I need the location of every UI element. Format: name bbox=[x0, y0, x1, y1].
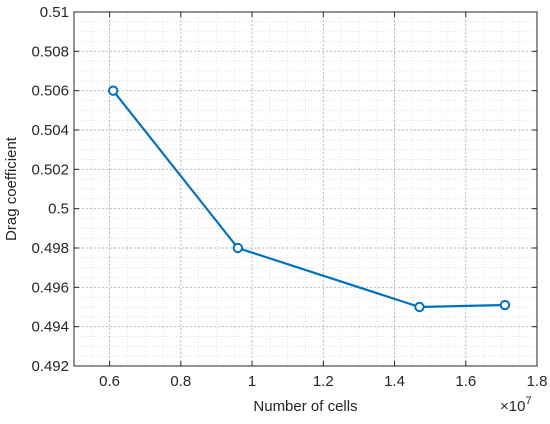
data-point-marker bbox=[107, 85, 119, 96]
x-tick-label: 1.2 bbox=[313, 373, 334, 390]
data-point-marker bbox=[232, 242, 244, 254]
x-tick-label: 1.8 bbox=[527, 373, 548, 390]
x-tick-label: 0.6 bbox=[99, 373, 120, 390]
x-tick-label: 1 bbox=[248, 373, 256, 390]
y-tick-label: 0.504 bbox=[31, 122, 69, 139]
y-tick-label: 0.506 bbox=[31, 83, 69, 100]
y-tick-label: 0.502 bbox=[31, 161, 69, 178]
x-axis-label: Number of cells bbox=[253, 398, 357, 415]
axis-ticks bbox=[74, 11, 538, 367]
data-point-marker bbox=[414, 301, 425, 313]
y-tick-label: 0.498 bbox=[31, 240, 69, 257]
y-tick-label: 0.5 bbox=[48, 201, 69, 218]
y-tick-label: 0.492 bbox=[31, 358, 69, 375]
data-point-marker bbox=[499, 299, 511, 311]
x-tick-label: 1.4 bbox=[384, 373, 405, 390]
x-tick-label: 0.8 bbox=[170, 373, 191, 390]
x-tick-label: 1.6 bbox=[455, 373, 476, 390]
x-tick-labels: 0.6 0.8 1 1.2 1.4 1.6 1.8 bbox=[99, 373, 547, 390]
y-tick-label: 0.51 bbox=[40, 4, 69, 21]
x-exponent-base: ×10 bbox=[500, 398, 525, 415]
y-tick-labels: 0.492 0.494 0.496 0.498 0.5 0.502 0.504 0.506 0.… bbox=[31, 4, 69, 375]
y-tick-label: 0.508 bbox=[31, 43, 69, 60]
y-tick-label: 0.496 bbox=[31, 279, 69, 296]
x-exponent: ×107 bbox=[500, 395, 532, 415]
y-tick-label: 0.494 bbox=[31, 319, 69, 336]
series-layer bbox=[107, 85, 511, 313]
series-line bbox=[112, 89, 505, 309]
minor-grid bbox=[73, 11, 538, 367]
y-axis-label: Drag coefficient bbox=[3, 136, 20, 241]
plot-frame bbox=[73, 11, 538, 367]
x-exponent-power: 7 bbox=[525, 395, 531, 407]
